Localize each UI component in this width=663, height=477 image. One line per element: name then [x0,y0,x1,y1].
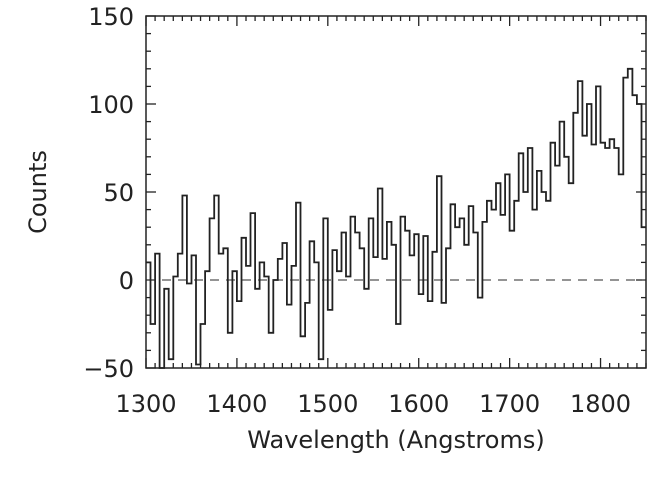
plot-frame [145,15,647,369]
counts-series-line [146,67,646,369]
y-tick-label: −50 [83,355,134,383]
y-tick-label: 150 [88,3,134,31]
x-tick-label: 1600 [388,390,449,418]
x-tick-label: 1400 [206,390,267,418]
y-axis-label: Counts [24,150,52,234]
x-tick-label: 1300 [115,390,176,418]
x-tick-label: 1500 [297,390,358,418]
x-tick-label: 1800 [570,390,631,418]
y-tick-label: 50 [103,179,134,207]
x-tick-label: 1700 [479,390,540,418]
x-axis-label: Wavelength (Angstroms) [247,426,544,454]
y-tick-label: 0 [119,267,134,295]
tick-labels: 1300 1400 1500 1600 1700 1800 −50 0 50 100 150 [83,3,631,418]
y-tick-label: 100 [88,91,134,119]
